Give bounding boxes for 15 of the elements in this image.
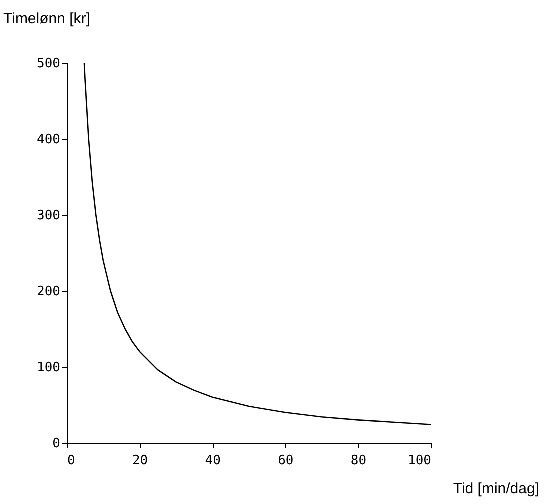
y-tick-label: 400 — [37, 132, 60, 148]
x-tick-label: 60 — [278, 454, 294, 468]
x-tick-label: 0 — [68, 454, 76, 468]
y-tick-label: 100 — [37, 360, 60, 376]
x-tick-label: 80 — [350, 454, 367, 468]
y-axis-title: Timelønn [kr] — [4, 10, 90, 28]
y-tick-label: 300 — [37, 208, 60, 224]
y-tick-label: 200 — [37, 284, 60, 300]
y-tick-label: 500 — [37, 56, 60, 72]
y-tick-label: 0 — [52, 436, 60, 452]
x-tick-label: 100 — [408, 454, 432, 468]
x-tick-label: 40 — [205, 454, 221, 468]
line-series — [84, 62, 432, 426]
x-tick-label: 20 — [132, 454, 148, 468]
x-axis-title: Tid [min/dag] — [453, 480, 540, 498]
